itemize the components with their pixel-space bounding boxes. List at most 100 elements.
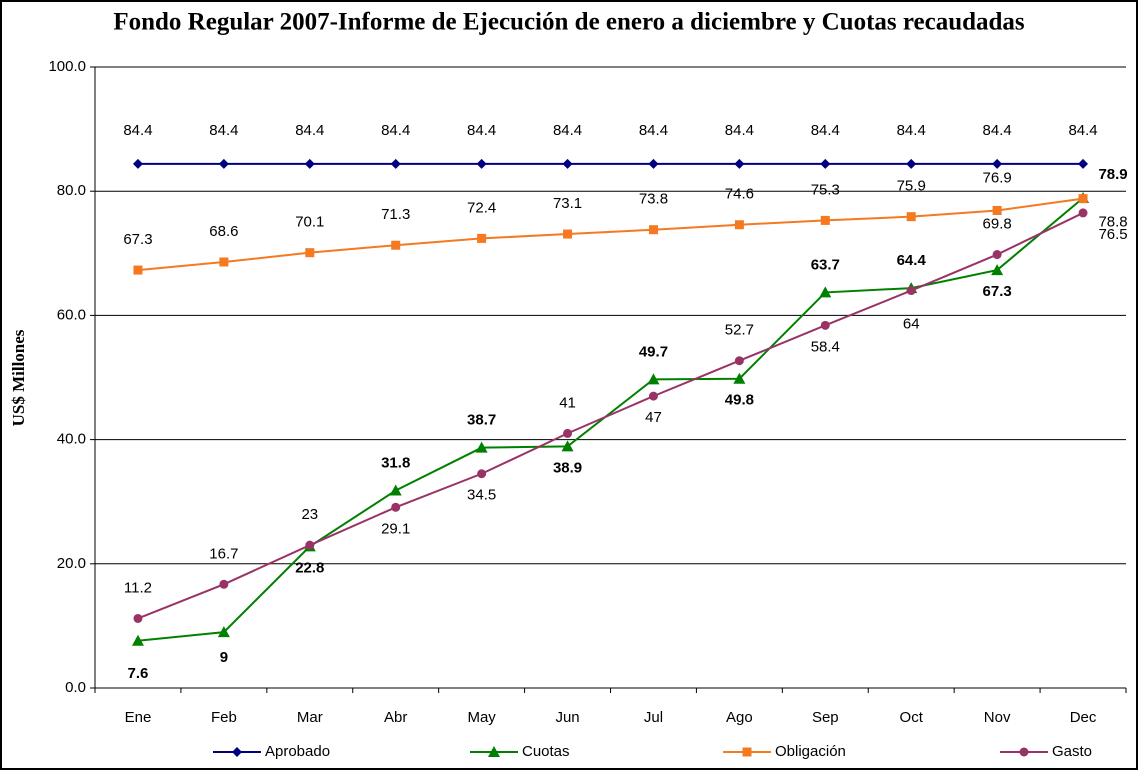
data-label: 78.9 [1098,166,1127,183]
marker [734,220,744,230]
legend-item: Cuotas [470,743,570,760]
marker [390,158,401,169]
data-label: 49.8 [725,392,754,409]
data-label: 70.1 [295,214,324,231]
marker [218,158,229,169]
y-tick-label: 0.0 [65,679,86,696]
marker [563,428,573,438]
data-label: 23 [301,506,318,523]
data-label: 73.8 [639,191,668,208]
legend-label: Aprobado [265,743,330,760]
x-tick-label: Feb [211,709,237,726]
data-label: 67.3 [123,231,152,248]
marker [734,158,745,169]
marker [561,440,574,452]
x-tick-label: Ago [726,709,753,726]
marker [563,229,573,239]
data-label: 63.7 [811,256,840,273]
data-label: 31.8 [381,454,410,471]
legend-item: Aprobado [213,743,330,760]
marker [133,613,143,623]
data-label: 74.6 [725,186,754,203]
legend-item: Gasto [1000,743,1092,760]
marker [906,212,916,222]
marker [1078,208,1088,218]
marker [391,502,401,512]
marker [475,441,488,453]
data-label: 47 [645,409,662,426]
marker [1019,747,1029,757]
data-label: 22.8 [295,559,324,576]
x-tick-label: Jun [555,709,579,726]
x-tick-label: Dec [1070,709,1097,726]
y-axis-label: US$ Millones [9,329,28,426]
marker [305,248,315,258]
marker [232,747,242,757]
data-label: 75.9 [897,178,926,195]
marker [131,634,144,646]
data-label: 41 [559,394,576,411]
data-label: 68.6 [209,223,238,240]
data-label: 71.3 [381,206,410,223]
marker [305,540,315,550]
y-tick-label: 100.0 [48,58,86,75]
data-label: 75.3 [811,181,840,198]
data-label: 76.5 [1098,226,1127,243]
marker [217,626,230,638]
series: 67.3 68.6 70.1 71.3 72.4 73.1 73.8 74.6 75.3 75.9… [123,169,1128,275]
data-label: 84.4 [209,122,238,139]
legend-label: Gasto [1052,743,1092,760]
y-tick-label: 20.0 [57,555,86,572]
x-tick-label: May [467,709,496,726]
data-label: 84.4 [123,122,152,139]
data-label: 52.7 [725,322,754,339]
data-label: 84.4 [897,122,926,139]
marker [477,469,487,479]
y-tick-label: 80.0 [57,182,86,199]
data-label: 29.1 [381,520,410,537]
marker [477,233,487,243]
data-label: 11.2 [124,579,152,596]
x-tick-label: Nov [984,709,1011,726]
data-label: 84.4 [725,122,754,139]
data-label: 84.4 [467,122,496,139]
data-label: 84.4 [1068,122,1097,139]
series: 84.4 84.4 84.4 84.4 84.4 84.4 84.4 84.4 84.4 84.4… [123,122,1098,169]
data-label: 69.8 [983,216,1012,233]
data-label: 64.4 [897,252,927,269]
marker [648,158,659,169]
marker [906,286,916,296]
data-label: 64 [903,316,920,333]
marker [647,373,660,385]
marker [992,250,1002,260]
data-label: 38.7 [467,412,496,429]
data-label: 84.4 [811,122,840,139]
legend-label: Cuotas [522,743,570,760]
x-tick-label: Sep [812,709,839,726]
marker [820,215,830,225]
data-label: 49.7 [639,343,668,360]
marker [562,158,573,169]
series-line [137,212,1084,620]
marker [1078,158,1089,169]
marker [304,158,315,169]
marker [132,158,143,169]
data-label: 78.8 [1098,214,1127,231]
x-tick-label: Ene [125,709,152,726]
data-label: 84.4 [553,122,582,139]
data-label: 84.4 [381,122,410,139]
series: 7.6 9 22.8 31.8 38.7 38.9 49.7 49.8 63.7 64.4 67.3… [128,166,1128,682]
marker [391,240,401,250]
marker [734,356,744,366]
data-label: 72.4 [467,199,496,216]
marker [1078,194,1088,204]
x-tick-label: Mar [297,709,323,726]
marker [906,158,917,169]
data-label: 84.4 [983,122,1012,139]
marker [992,205,1002,215]
marker [648,225,658,235]
marker [488,746,500,757]
data-label: 16.7 [209,545,238,562]
data-label: 9 [220,649,228,666]
